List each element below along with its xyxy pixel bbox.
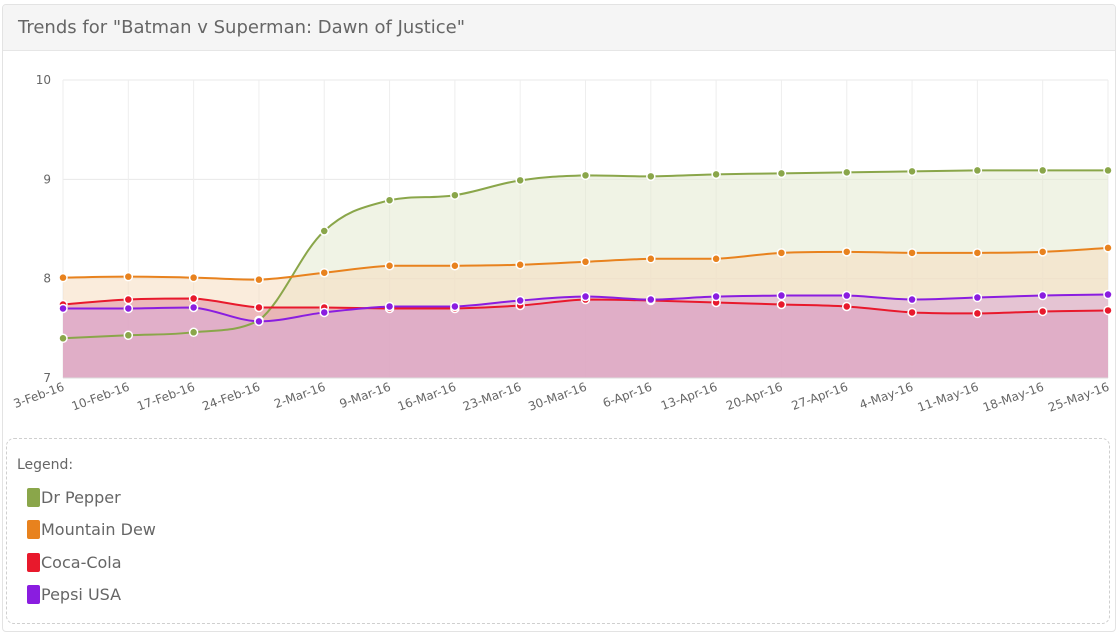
- legend-item: Coca-Cola: [17, 546, 1099, 579]
- x-tick-label: 9-Mar-16: [338, 380, 393, 411]
- point-coca-cola: [1037, 306, 1048, 317]
- point-coca-cola: [254, 302, 264, 313]
- point-dr-pepper: [384, 195, 395, 205]
- point-pepsi-usa: [450, 301, 460, 312]
- point-dr-pepper: [907, 166, 917, 177]
- x-tick-label: 4-May-16: [858, 380, 916, 412]
- legend-swatch: [27, 585, 40, 605]
- point-dr-pepper: [319, 226, 329, 236]
- x-tick-label: 2-Mar-16: [272, 380, 327, 411]
- point-dr-pepper: [1037, 165, 1048, 176]
- panel-title: Trends for "Batman v Superman: Dawn of J…: [3, 5, 1115, 51]
- x-tick-label: 18-May-16: [981, 380, 1046, 415]
- x-tick-label: 24-Feb-16: [200, 380, 262, 414]
- point-dr-pepper: [188, 327, 199, 338]
- point-coca-cola: [842, 301, 852, 312]
- legend-title: Legend:: [17, 457, 74, 473]
- trend-chart: 7 8 9 10 3-Feb-16 10-Feb-16 17-Feb-16 24-Feb-16…: [12, 73, 1113, 415]
- point-pepsi-usa: [1103, 289, 1113, 300]
- point-coca-cola: [188, 293, 199, 304]
- point-mountain-dew: [450, 261, 460, 271]
- point-coca-cola: [776, 299, 787, 310]
- point-pepsi-usa: [1037, 290, 1048, 301]
- point-mountain-dew: [384, 261, 395, 271]
- x-tick-label: 3-Feb-16: [12, 380, 66, 411]
- point-mountain-dew: [188, 272, 199, 283]
- point-dr-pepper: [646, 171, 656, 182]
- x-tick-label: 10-Feb-16: [70, 380, 132, 414]
- point-dr-pepper: [1103, 165, 1113, 176]
- point-pepsi-usa: [646, 294, 656, 305]
- point-dr-pepper: [580, 170, 591, 181]
- point-mountain-dew: [254, 274, 264, 285]
- point-mountain-dew: [972, 248, 983, 258]
- x-tick-label: 30-Mar-16: [526, 380, 588, 414]
- legend-swatch: [27, 487, 40, 507]
- y-tick-label: 8: [43, 272, 51, 286]
- point-mountain-dew: [1037, 247, 1048, 257]
- point-pepsi-usa: [842, 290, 852, 301]
- point-pepsi-usa: [188, 302, 199, 313]
- point-dr-pepper: [515, 175, 525, 186]
- point-dr-pepper: [842, 167, 852, 178]
- point-mountain-dew: [58, 272, 68, 283]
- point-mountain-dew: [319, 267, 329, 278]
- x-tick-label: 16-Mar-16: [396, 380, 458, 414]
- legend-label: Pepsi USA: [41, 585, 122, 605]
- point-pepsi-usa: [711, 291, 721, 302]
- legend-item: Dr Pepper: [17, 481, 1099, 514]
- point-pepsi-usa: [319, 307, 329, 318]
- point-dr-pepper: [711, 169, 721, 180]
- point-pepsi-usa: [515, 295, 525, 306]
- point-mountain-dew: [1103, 243, 1113, 253]
- point-dr-pepper: [450, 190, 460, 200]
- legend-label: Mountain Dew: [41, 520, 156, 540]
- legend-label: Coca-Cola: [41, 552, 122, 572]
- x-tick-label: 13-Apr-16: [659, 380, 719, 413]
- point-mountain-dew: [123, 271, 134, 282]
- point-mountain-dew: [842, 247, 852, 257]
- point-pepsi-usa: [972, 292, 983, 303]
- point-pepsi-usa: [907, 294, 917, 305]
- point-dr-pepper: [972, 165, 983, 176]
- point-pepsi-usa: [580, 291, 591, 302]
- point-pepsi-usa: [776, 290, 787, 301]
- legend: Legend: Dr Pepper Mountain Dew Coca-Cola Pe…: [6, 438, 1110, 624]
- point-mountain-dew: [776, 248, 787, 258]
- point-mountain-dew: [711, 254, 721, 264]
- x-tick-label: 27-Apr-16: [790, 380, 850, 413]
- legend-item: Mountain Dew: [17, 514, 1099, 547]
- point-mountain-dew: [646, 254, 656, 264]
- point-coca-cola: [972, 308, 983, 319]
- legend-swatch: [27, 552, 40, 572]
- legend-item: Pepsi USA: [17, 579, 1099, 612]
- point-pepsi-usa: [254, 316, 264, 327]
- point-mountain-dew: [580, 257, 591, 267]
- y-tick-label: 7: [43, 371, 51, 385]
- point-dr-pepper: [776, 168, 787, 179]
- x-tick-label: 25-May-16: [1046, 380, 1111, 415]
- point-coca-cola: [123, 294, 134, 305]
- point-mountain-dew: [515, 260, 525, 270]
- point-pepsi-usa: [58, 303, 68, 314]
- point-coca-cola: [1103, 305, 1113, 316]
- point-mountain-dew: [907, 248, 917, 258]
- point-dr-pepper: [123, 330, 134, 341]
- y-tick-label: 9: [43, 172, 51, 186]
- x-tick-label: 17-Feb-16: [135, 380, 197, 414]
- legend-label: Dr Pepper: [41, 487, 121, 507]
- point-pepsi-usa: [384, 301, 395, 312]
- legend-swatch: [27, 520, 40, 540]
- x-tick-label: 20-Apr-16: [724, 380, 784, 413]
- x-tick-label: 11-May-16: [916, 380, 981, 415]
- y-tick-label: 10: [36, 73, 51, 87]
- point-dr-pepper: [58, 333, 68, 344]
- x-tick-label: 6-Apr-16: [601, 380, 654, 411]
- point-coca-cola: [907, 307, 917, 318]
- point-pepsi-usa: [123, 303, 134, 314]
- x-tick-label: 23-Mar-16: [461, 380, 523, 414]
